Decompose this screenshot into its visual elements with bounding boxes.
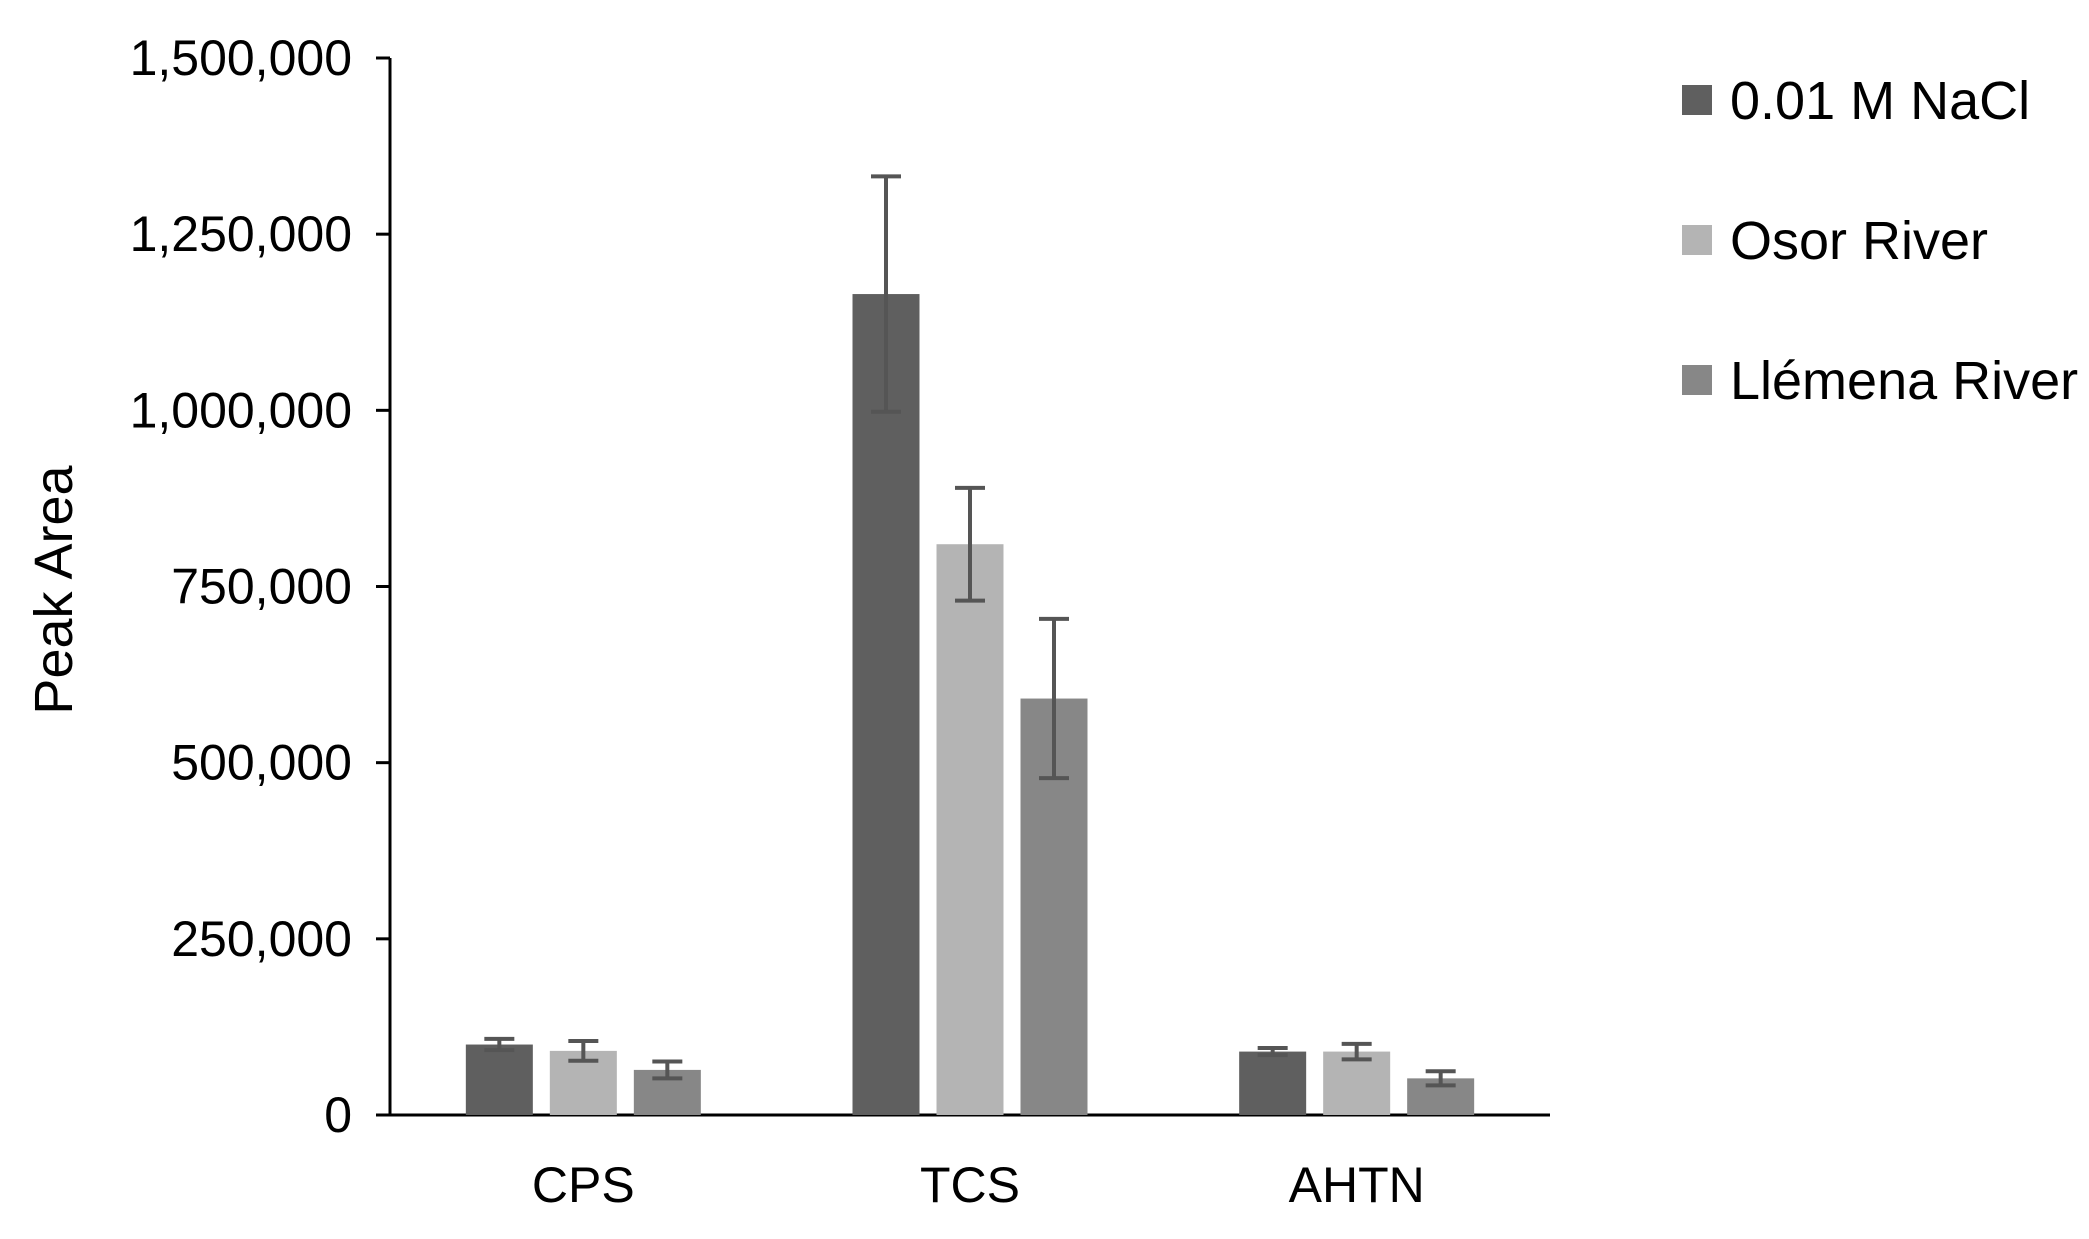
legend-label: 0.01 M NaCl [1730, 71, 2030, 131]
legend-label: Llémena River [1730, 351, 2078, 411]
legend-swatch [1682, 225, 1712, 255]
bar [936, 544, 1004, 1115]
bar [1323, 1051, 1391, 1115]
legend-swatch [1682, 365, 1712, 395]
x-tick-label: AHTN [1289, 1157, 1425, 1213]
legend-swatch [1682, 85, 1712, 115]
legend: 0.01 M NaCl Osor River Llémena River [1682, 71, 2078, 411]
bar [852, 294, 920, 1115]
y-tick-label: 1,500,000 [130, 30, 352, 86]
y-tick-label: 1,250,000 [130, 206, 352, 262]
x-tick-label: TCS [920, 1157, 1020, 1213]
y-tick-label: 250,000 [171, 911, 352, 967]
legend-label: Osor River [1730, 211, 1988, 271]
x-tick-label: CPS [532, 1157, 635, 1213]
y-tick-label: 750,000 [171, 559, 352, 615]
plot-area: 0 250,000 500,000 750,000 1,000,000 1,250,000… [130, 30, 1550, 1213]
y-tick-label: 1,000,000 [130, 382, 352, 438]
bar [465, 1044, 533, 1115]
bar [1239, 1051, 1307, 1115]
y-axis-title: Peak Area [24, 464, 84, 714]
y-tick-label: 0 [324, 1087, 352, 1143]
y-tick-label: 500,000 [171, 735, 352, 791]
